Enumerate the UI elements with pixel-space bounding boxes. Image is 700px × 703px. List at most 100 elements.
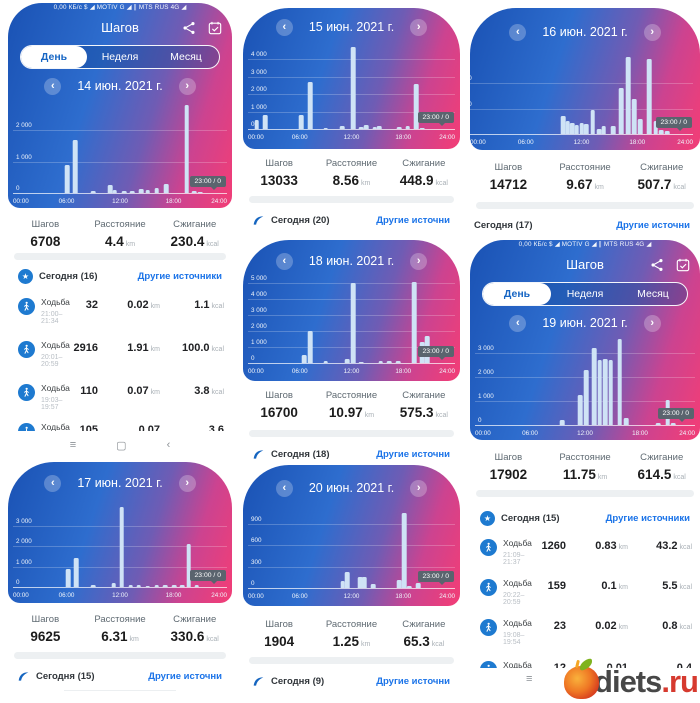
steps-bar-chart[interactable]: 900 600 300 0 23:00 / 0 00:00 06:00 12:00 18:00 2… — [248, 507, 455, 600]
activity-steps: 110 — [80, 385, 98, 397]
date-nav: ‹ 17 июн. 2021 г. › — [8, 472, 232, 494]
activity-steps: 32 — [85, 299, 98, 311]
menu-button[interactable]: ≡ — [69, 439, 77, 451]
section-divider — [14, 253, 226, 260]
section-divider — [14, 652, 226, 659]
today-icon — [480, 510, 495, 526]
next-day-button[interactable]: › — [643, 314, 661, 332]
other-sources-link[interactable]: Другие источни — [376, 214, 450, 226]
activity-row[interactable]: Ходьба 21:00–21:34 32 0.02 km 1.1 kcal — [18, 297, 224, 331]
stat-distance: Расстояние 11.75 km — [559, 452, 611, 482]
tab-week[interactable]: Неделя — [566, 288, 604, 300]
steps-header: ‹ 15 июн. 2021 г. › 4 000 3 000 2 000 1 000… — [243, 8, 460, 149]
other-sources-link[interactable]: Другие источни — [376, 448, 450, 460]
steps-bar-chart[interactable]: 3 000 2 000 1 000 0 23:00 / 0 00:00 06:00 12:00… — [13, 502, 227, 599]
next-day-button[interactable]: › — [178, 474, 196, 492]
daily-stats: Шагов 16700 Расстояние 10.97 km Сжигание 575… — [243, 390, 460, 420]
other-sources-link[interactable]: Другие источни — [616, 219, 690, 231]
title-row: Шагов — [8, 16, 232, 40]
screenshot-panel-15-jun: ‹ 15 июн. 2021 г. › 4 000 3 000 2 000 1 000… — [243, 8, 460, 232]
today-row: Сегодня (15) Другие источники — [480, 510, 690, 526]
tab-month[interactable]: Месяц — [170, 51, 202, 63]
activity-row[interactable]: Ходьба 19:03–19:57 110 0.07 km 3.8 kcal — [18, 383, 224, 417]
prev-day-button[interactable]: ‹ — [44, 77, 62, 95]
activity-name: Ходьба — [41, 297, 70, 307]
other-sources-link[interactable]: Другие источни — [148, 670, 222, 682]
today-row: Сегодня (18) Другие источни — [253, 446, 450, 462]
prev-day-button[interactable]: ‹ — [44, 474, 62, 492]
date-label: 17 июн. 2021 г. — [77, 476, 163, 490]
list-divider — [64, 690, 176, 691]
activity-row[interactable]: Ходьба 20:01–20:59 2916 1.91 km 100.0 kcal — [18, 340, 224, 374]
share-icon[interactable] — [650, 258, 664, 272]
screenshot-panel-14-jun: 0,00 КБ/с $ ◢ MOTIV G ◢ ∥ MTS RUS 4G ◢ Ш… — [8, 3, 232, 455]
menu-button[interactable]: ≡ — [526, 673, 533, 685]
activity-row[interactable]: Ходьба 21:09–21:37 1260 0.83 km 43.2 kcal — [480, 538, 692, 572]
prev-day-button[interactable]: ‹ — [275, 252, 293, 270]
screenshot-panel-18-jun: ‹ 18 июн. 2021 г. › 5 000 4 000 3 000 2 000… — [243, 240, 460, 462]
next-day-button[interactable]: › — [643, 23, 661, 41]
today-icon — [18, 268, 33, 284]
activity-distance: 0.83 km — [595, 540, 628, 552]
prev-day-button[interactable]: ‹ — [275, 18, 293, 36]
activity-row[interactable]: Ходьба 19:08–19:54 23 0.02 km 0.8 kcal — [480, 618, 692, 652]
activity-row-clipped[interactable]: Ходьба 12 0.01 0.4 — [480, 656, 692, 668]
calendar-icon[interactable] — [208, 21, 222, 35]
section-divider — [249, 430, 454, 437]
other-sources-link[interactable]: Другие источники — [605, 512, 690, 524]
prev-day-button[interactable]: ‹ — [275, 479, 293, 497]
steps-header: 0,00 КБ/с $ ◢ MOTIV G ◢ ∥ MTS RUS 4G ◢ Ш… — [8, 3, 232, 208]
next-day-button[interactable]: › — [410, 252, 428, 270]
activity-row[interactable]: Ходьба 20:22–20:59 159 0.1 km 5.5 kcal — [480, 578, 692, 612]
stat-distance: Расстояние 9.67 km — [559, 162, 611, 192]
tab-day[interactable]: День — [483, 283, 551, 305]
steps-bar-chart[interactable]: 4 000 3 000 2 000 1 000 0 23:00 / 0 00:00 06:00… — [248, 46, 455, 141]
activity-time: 21:09–21:37 — [503, 552, 525, 566]
next-day-button[interactable]: › — [410, 479, 428, 497]
stat-steps: Шагов 1904 — [264, 619, 295, 649]
activity-time: 20:22–20:59 — [503, 592, 525, 606]
stat-steps: Шагов 14712 — [489, 162, 528, 192]
share-icon[interactable] — [182, 21, 196, 35]
activity-steps: 23 — [553, 620, 566, 632]
steps-bar-chart[interactable]: 3 000 2 000 1 000 0 23:00 / 0 00:00 06:00 12:00… — [475, 336, 695, 437]
back-button[interactable]: ‹ — [166, 439, 171, 451]
activity-distance: 0.07 km — [127, 385, 160, 397]
calendar-icon[interactable] — [676, 258, 690, 272]
prev-day-button[interactable]: ‹ — [509, 314, 527, 332]
stat-steps: Шагов 16700 — [260, 390, 298, 420]
date-label: 18 июн. 2021 г. — [308, 254, 395, 268]
activity-row-clipped[interactable]: Ходьба 105 0.07 3.6 — [18, 418, 224, 431]
next-day-button[interactable]: › — [178, 77, 196, 95]
activity-time: 20:01–20:59 — [41, 354, 63, 368]
other-sources-link[interactable]: Другие источни — [376, 675, 450, 687]
daily-stats: Шагов 1904 Расстояние 1.25 km Сжигание 65.3 k… — [243, 619, 460, 649]
activity-burn: 3.6 — [208, 424, 224, 431]
activity-time: 19:08–19:54 — [503, 632, 525, 646]
steps-bar-chart[interactable]: 5 000 4 000 3 000 2 000 1 000 0 23:00 / 0 00:00… — [248, 275, 455, 375]
stat-burn: Сжигание 230.4 kcal — [170, 219, 219, 249]
activity-burn: 0.4 — [676, 662, 692, 668]
walking-icon — [18, 341, 35, 358]
activity-burn: 43.2 kcal — [656, 540, 692, 552]
tab-week[interactable]: Неделя — [101, 51, 139, 63]
tab-day[interactable]: День — [21, 46, 87, 68]
walking-icon — [480, 661, 497, 668]
tab-month[interactable]: Месяц — [637, 288, 669, 300]
next-day-button[interactable]: › — [410, 18, 428, 36]
date-label: 15 июн. 2021 г. — [308, 20, 395, 34]
activity-name: Ходьба — [503, 660, 532, 668]
daily-stats: Шагов 9625 Расстояние 6.31 km Сжигание 330.6… — [8, 614, 232, 644]
prev-day-button[interactable]: ‹ — [509, 23, 527, 41]
walking-icon — [480, 619, 497, 636]
status-bar: 0,00 КБ/с $ ◢ MOTIV G ◢ ∥ MTS RUS 4G ◢ — [53, 4, 187, 11]
home-button[interactable]: ▢ — [116, 439, 127, 452]
stat-distance: Расстояние 4.4 km — [94, 219, 146, 249]
other-sources-link[interactable]: Другие источники — [137, 270, 222, 282]
stat-distance: Расстояние 10.97 km — [325, 390, 378, 420]
